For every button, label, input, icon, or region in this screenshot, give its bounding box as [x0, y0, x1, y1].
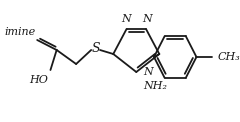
Text: N: N: [121, 14, 131, 24]
Text: NH₂: NH₂: [143, 81, 167, 91]
Text: S: S: [91, 42, 100, 56]
Text: CH₃: CH₃: [218, 52, 240, 62]
Text: imine: imine: [4, 27, 36, 37]
Text: N: N: [143, 67, 153, 77]
Text: N: N: [142, 14, 152, 24]
Text: HO: HO: [29, 75, 48, 85]
